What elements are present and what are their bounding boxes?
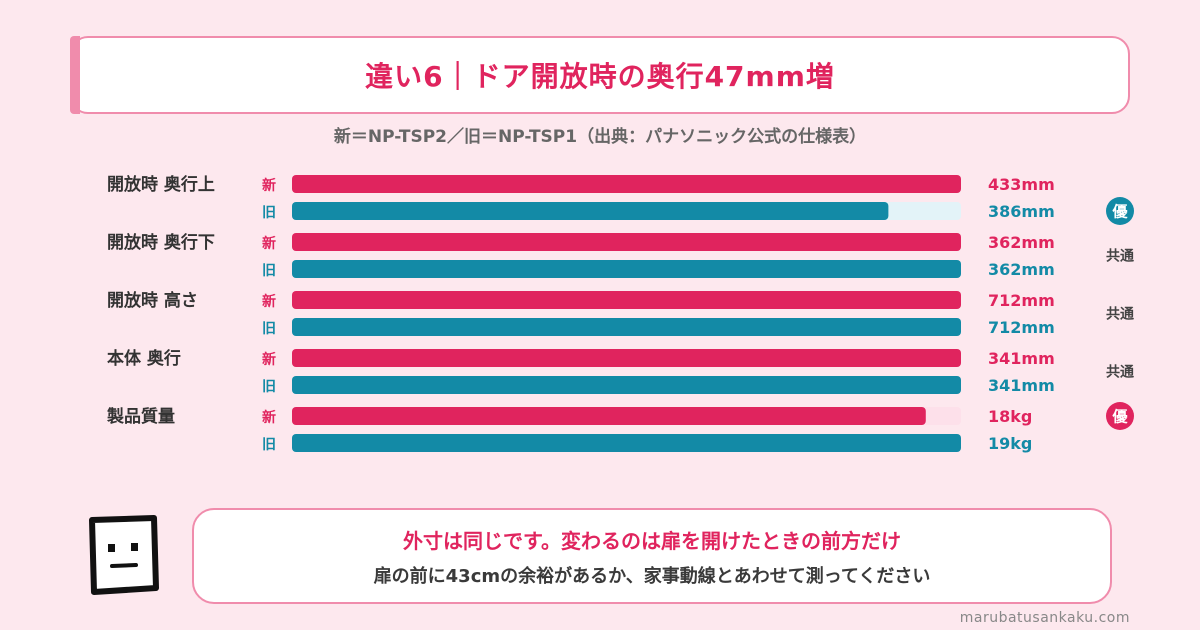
category-label: 開放時 奥行上: [107, 174, 215, 195]
winner-badge-text: 優: [1111, 408, 1128, 426]
series-label: 旧: [262, 263, 276, 279]
value-label: 18kg: [988, 407, 1032, 426]
common-label: 共通: [1106, 248, 1134, 265]
bar: [292, 202, 889, 220]
value-label: 362mm: [988, 233, 1055, 252]
series-label: 新: [262, 409, 276, 426]
series-label: 新: [262, 177, 276, 194]
square-face-icon: [89, 515, 159, 595]
category-label: 開放時 奥行下: [107, 232, 215, 253]
category-label: 本体 奥行: [107, 348, 181, 369]
series-label: 新: [262, 351, 276, 368]
bar: [292, 434, 961, 452]
winner-badge: [1106, 402, 1134, 430]
common-label: 共通: [1106, 306, 1134, 323]
title-accent: [70, 36, 80, 114]
value-label: 19kg: [988, 434, 1032, 453]
category-label: 製品質量: [106, 406, 175, 427]
category-label: 開放時 高さ: [107, 290, 198, 311]
value-label: 712mm: [988, 291, 1055, 310]
winner-badge: [1106, 197, 1134, 225]
advice-bubble: 外寸は同じです。変わるのは扉を開けたときの前方だけ 扉の前に43cmの余裕がある…: [192, 508, 1112, 604]
comparison-bar-chart: 開放時 奥行上新 433mm旧 386mm 優開放時 奥行下新 362mm旧 362mm共…: [106, 174, 1134, 453]
value-label: 712mm: [988, 318, 1055, 337]
bar: [292, 260, 961, 278]
advice-headline: 外寸は同じです。変わるのは扉を開けたときの前方だけ: [403, 528, 901, 553]
series-label: 旧: [262, 205, 276, 221]
common-label: 共通: [1106, 364, 1134, 381]
value-label: 386mm: [988, 202, 1055, 221]
series-label: 旧: [262, 437, 276, 453]
series-label: 新: [262, 293, 276, 310]
bar: [292, 376, 961, 394]
value-label: 341mm: [988, 376, 1055, 395]
series-label: 旧: [262, 321, 276, 337]
series-label: 新: [262, 235, 276, 252]
bar: [292, 291, 961, 309]
value-label: 433mm: [988, 175, 1055, 194]
value-label: 341mm: [988, 349, 1055, 368]
advice-detail: 扉の前に43cmの余裕があるか、家事動線とあわせて測ってください: [373, 565, 931, 587]
page-title: 違い6｜ドア開放時の奥行47mm増: [365, 60, 835, 93]
bar: [292, 407, 926, 425]
bar: [292, 175, 961, 193]
bar: [292, 349, 961, 367]
site-url: marubatusankaku.com: [959, 610, 1130, 626]
series-label: 旧: [262, 379, 276, 395]
bar: [292, 233, 961, 251]
bar: [292, 318, 961, 336]
winner-badge-text: 優: [1111, 203, 1128, 221]
title-box: 違い6｜ドア開放時の奥行47mm増: [70, 36, 1130, 114]
chart-subtitle: 新＝NP-TSP2／旧＝NP-TSP1（出典：パナソニック公式の仕様表）: [333, 127, 867, 147]
value-label: 362mm: [988, 260, 1055, 279]
